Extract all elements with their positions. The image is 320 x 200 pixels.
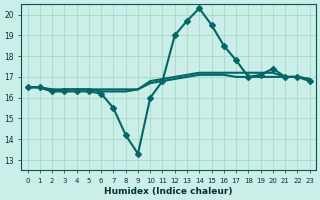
X-axis label: Humidex (Indice chaleur): Humidex (Indice chaleur) (104, 187, 233, 196)
